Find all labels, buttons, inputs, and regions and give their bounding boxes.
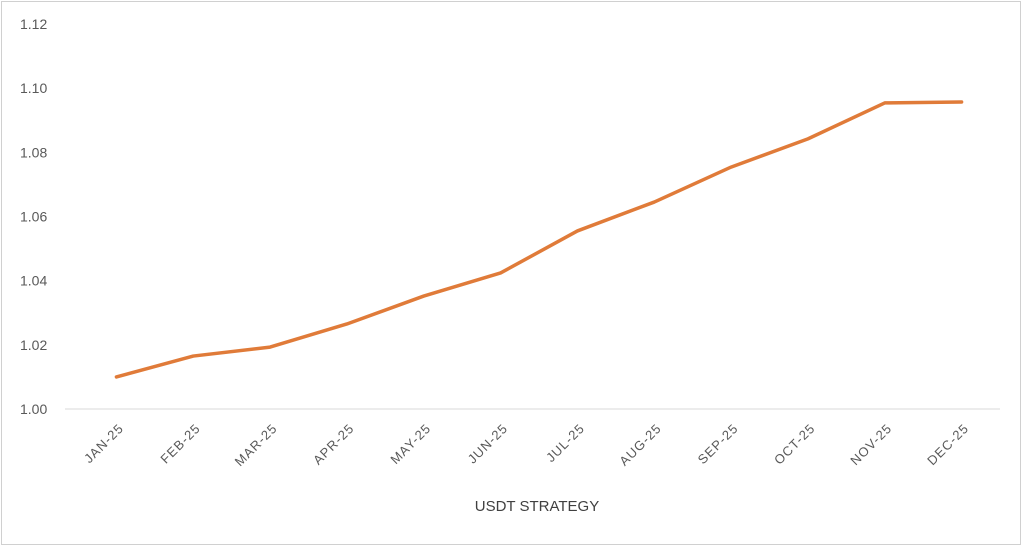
x-tick-label: NOV-25 [847,421,895,469]
x-tick-label: FEB-25 [157,421,203,467]
y-tick-label: 1.02 [20,337,47,353]
x-tick-label: OCT-25 [771,421,818,468]
series-line [114,100,964,379]
y-tick-label: 1.06 [20,209,47,225]
x-tick-label: JUL-25 [543,421,587,465]
x-tick-label: MAR-25 [232,421,281,470]
y-tick-label: 1.12 [20,16,47,32]
x-tick-label: AUG-25 [616,421,664,469]
x-tick-label: APR-25 [310,421,357,468]
y-tick-label: 1.10 [20,80,47,96]
y-tick-label: 1.08 [20,144,47,160]
x-tick-label: JAN-25 [81,421,127,467]
y-tick-label: 1.00 [20,401,47,417]
x-tick-label: JUN-25 [465,421,511,467]
x-tick-label: SEP-25 [695,421,742,468]
x-axis-title: USDT STRATEGY [475,498,599,515]
x-tick-label: MAY-25 [387,421,434,468]
y-tick-label: 1.04 [20,273,47,289]
x-tick-label: DEC-25 [924,421,972,469]
